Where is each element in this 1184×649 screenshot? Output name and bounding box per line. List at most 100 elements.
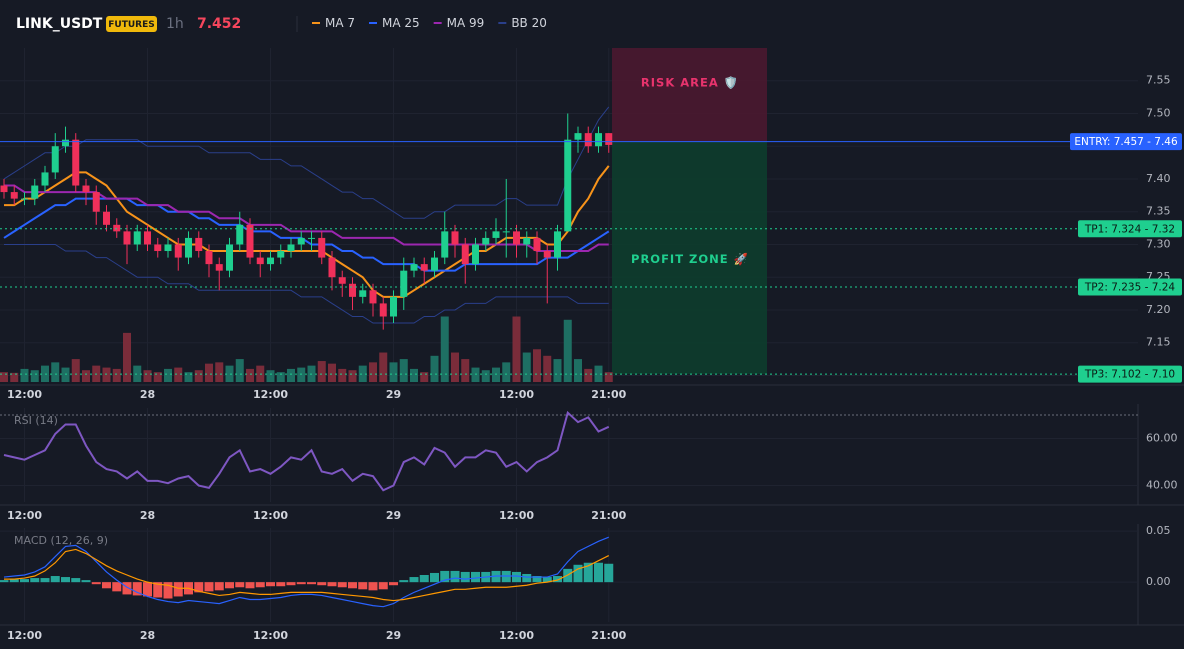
candle-body <box>133 231 141 245</box>
zone <box>612 141 767 375</box>
indicator-line <box>4 184 609 253</box>
histogram-bar <box>337 582 347 588</box>
volume-bar <box>71 359 80 382</box>
candle-body <box>72 139 80 186</box>
candle-body <box>543 251 551 258</box>
panel-title: RSI (14) <box>14 414 58 427</box>
histogram-bar <box>389 582 398 586</box>
volume-bar <box>328 363 336 382</box>
candle-body <box>277 251 285 258</box>
interval[interactable]: 1h <box>166 16 184 32</box>
volume-bar <box>51 362 60 382</box>
histogram-bar <box>399 580 409 583</box>
candle-body <box>185 237 192 258</box>
candle-body <box>297 237 305 245</box>
candle-body <box>420 264 428 271</box>
candle-body <box>369 290 377 304</box>
candle-body <box>379 303 387 317</box>
x-tick-label: 12:00 <box>499 509 534 522</box>
candle-body <box>103 211 110 225</box>
histogram-bar <box>255 582 265 588</box>
volume-bar <box>184 372 193 382</box>
histogram-bar <box>225 582 234 589</box>
histogram-bar <box>50 576 60 583</box>
histogram-bar <box>368 582 378 591</box>
volume-bar <box>420 372 429 382</box>
volume-bar <box>10 372 19 382</box>
histogram-bar <box>460 571 470 583</box>
volume-bar <box>20 368 29 382</box>
candle-body <box>584 133 592 147</box>
candle-body <box>390 296 397 317</box>
candle-body <box>195 237 203 252</box>
volume-bar <box>317 361 326 382</box>
histogram-bar <box>522 573 532 583</box>
candle-body <box>461 244 469 265</box>
histogram-bar <box>112 582 122 592</box>
macd-line <box>4 548 610 602</box>
candle-body <box>154 244 162 252</box>
volume-bar <box>440 316 449 382</box>
histogram-bar <box>286 582 296 586</box>
candle-body <box>564 139 572 232</box>
candle-body <box>246 224 254 258</box>
level-label-bg <box>1078 278 1182 296</box>
candle-body <box>215 264 223 271</box>
candle-body <box>287 244 295 252</box>
volume-bar <box>133 365 142 382</box>
candle-body <box>431 257 438 271</box>
candle-body <box>400 270 408 297</box>
candle-body <box>502 231 510 233</box>
candle-body <box>359 290 367 297</box>
volume-bar <box>123 332 131 382</box>
volume-bar <box>543 355 552 382</box>
histogram-bar <box>440 570 450 583</box>
volume-bar <box>563 319 572 382</box>
volume-bar <box>389 362 398 382</box>
histogram-bar <box>143 582 152 597</box>
volume-bar <box>225 365 234 382</box>
candle-body <box>574 133 582 140</box>
volume-bar <box>246 368 254 382</box>
histogram-bar <box>573 564 583 583</box>
panel-title: MACD (12, 26, 9) <box>14 534 108 547</box>
x-tick-label: 12:00 <box>253 629 288 642</box>
volume-bar <box>338 368 347 382</box>
volume-bar <box>522 352 531 382</box>
legend-label: MA 99 <box>447 16 485 30</box>
histogram-bar <box>276 582 286 587</box>
candle-body <box>113 224 121 232</box>
histogram-bar <box>194 582 204 593</box>
legend-label: BB 20 <box>511 16 547 30</box>
y-tick-label: 7.50 <box>1146 106 1171 119</box>
level-label-bg <box>1078 365 1182 383</box>
volume-bar <box>112 368 121 382</box>
histogram-bar <box>163 582 173 599</box>
candle-body <box>328 257 336 278</box>
volume-bar <box>471 367 480 382</box>
candle-body <box>441 231 449 258</box>
y-tick-label: 7.55 <box>1146 74 1171 87</box>
histogram-bar <box>214 582 224 591</box>
legend-label: MA 25 <box>382 16 420 30</box>
volume-bar <box>143 370 152 382</box>
zone <box>612 48 767 142</box>
volume-bar <box>492 367 500 382</box>
candle-body <box>605 133 613 145</box>
volume-bar <box>584 368 593 382</box>
histogram-bar <box>132 582 142 596</box>
histogram-bar <box>583 562 593 583</box>
x-tick-label: 12:00 <box>7 629 42 642</box>
volume-bar <box>481 370 490 382</box>
histogram-bar <box>91 582 101 585</box>
candle-body <box>10 192 18 199</box>
volume-bar <box>153 372 162 382</box>
indicator-line <box>4 243 609 324</box>
level-label: TP2: 7.235 - 7.24 <box>1084 282 1176 294</box>
histogram-bar <box>20 579 29 583</box>
x-tick-label: 12:00 <box>499 629 534 642</box>
volume-bar <box>502 362 511 382</box>
histogram-bar <box>471 571 480 583</box>
